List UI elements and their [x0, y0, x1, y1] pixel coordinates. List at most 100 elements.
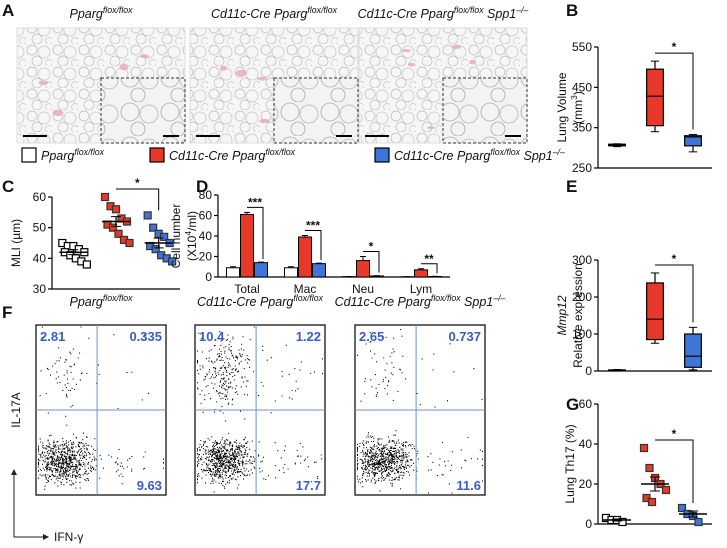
data-point [618, 517, 627, 527]
legend-label-part: Cd11c-Cre Pparg [394, 149, 490, 163]
x-axis-label: IFN-γ [54, 530, 83, 544]
quadrant-value: 10.4 [199, 329, 225, 344]
plot-title-part: Cd11c-Cre Pparg [335, 295, 431, 309]
quadrant-value: 11.6 [456, 478, 481, 493]
legend-label-part: –/– [552, 147, 565, 157]
y-tick-label: 20 [579, 477, 593, 491]
y-tick-label: 200 [572, 290, 592, 304]
data-point [168, 257, 177, 266]
bar [356, 260, 370, 278]
bar [298, 236, 312, 278]
y-tick-label: 250 [572, 161, 592, 175]
event-dots [197, 326, 323, 493]
bar [312, 263, 326, 278]
bar [428, 275, 442, 278]
y-tick-label: 40 [33, 251, 47, 265]
tissue-stain [256, 76, 268, 81]
inset-image [100, 77, 186, 144]
plot-title-part: flox/flox [103, 293, 133, 303]
y-tick-label: 550 [572, 40, 592, 54]
image-title: Ppargflox/flox [69, 5, 133, 21]
significance-bracket [247, 206, 264, 260]
y-axis-label: Mmp12 [555, 295, 569, 335]
tissue-stain [140, 54, 149, 59]
significance-label: * [672, 252, 677, 266]
y-axis-label: (mm3) [569, 91, 585, 124]
tissue-stain [38, 80, 49, 85]
data-point [647, 497, 657, 507]
tissue-stain [235, 69, 248, 77]
panel-letter: G [566, 395, 579, 414]
quadrant-value: 2.65 [359, 329, 384, 344]
significance-label: *** [248, 195, 262, 209]
bar [226, 267, 240, 278]
panel-letter: E [566, 177, 577, 196]
x-tick-label: Lym [410, 282, 432, 296]
y-axis-label-part: /ml) [185, 211, 199, 231]
significance-bracket [363, 251, 380, 273]
box [684, 135, 702, 147]
data-point [645, 463, 654, 473]
data-point [694, 517, 703, 527]
box [646, 68, 664, 127]
legend-swatch [149, 147, 165, 163]
image-title-part: flox/flox [454, 5, 484, 15]
y-axis-label-part: 4 [183, 231, 193, 236]
legend-label-part: flox/flox [490, 147, 520, 157]
significance-label: *** [306, 218, 320, 232]
significance-bracket [655, 439, 694, 503]
event-dots [38, 326, 164, 490]
tissue-stain [219, 65, 227, 71]
plot-title-part: flox/flox [431, 293, 461, 303]
data-point [111, 205, 121, 214]
y-tick-label: 100 [572, 327, 592, 341]
inset-image [442, 77, 528, 144]
quadrant-value: 0.335 [129, 329, 162, 344]
quadrant-value: 2.81 [40, 329, 65, 344]
panel-letter: C [2, 177, 14, 196]
legend-label-part: flox/flox [74, 147, 104, 157]
quadrant-value: 0.737 [448, 329, 481, 344]
significance-bracket [305, 229, 322, 261]
inset-image [273, 77, 359, 144]
y-axis-label: IL-17A [9, 392, 23, 427]
y-tick-label: 60 [579, 397, 593, 411]
data-point [125, 238, 134, 248]
y-axis-label: Lung Volume [555, 72, 569, 142]
tissue-stain [119, 63, 129, 71]
y-axis-label-part: Mmp12 [555, 295, 569, 335]
y-tick-label: 60 [199, 209, 213, 223]
significance-bracket [421, 263, 438, 274]
image-title: Cd11c-Cre Ppargflox/flox Spp1–/– [358, 5, 529, 21]
quadrant-value: 17.7 [296, 478, 321, 493]
data-point [143, 211, 152, 220]
significance-label: * [369, 240, 374, 254]
legend-swatch [21, 147, 37, 163]
box [684, 333, 702, 368]
tissue-stain [401, 49, 411, 53]
x-tick-label: Total [234, 282, 259, 296]
legend-swatch [374, 147, 390, 163]
data-point [114, 229, 123, 238]
significance-bracket [655, 52, 694, 130]
image-title-part: Spp1 [484, 7, 517, 21]
legend-label: Cd11c-Cre Ppargflox/flox Spp1–/– [394, 147, 565, 163]
data-point [151, 245, 160, 254]
data-point [108, 223, 118, 232]
y-tick-label: 60 [33, 190, 47, 204]
image-title-part: Pparg [69, 7, 102, 21]
legend-label-part: Pparg [41, 149, 74, 163]
data-point [677, 503, 687, 513]
legend-label: Cd11c-Cre Ppargflox/flox [169, 147, 296, 163]
panel-letter: A [2, 1, 14, 20]
image-title: Cd11c-Cre Ppargflox/flox [211, 5, 338, 21]
plot-title-part: –/– [492, 293, 505, 303]
y-axis-label: Lung Th17 (%) [563, 424, 577, 503]
bar [284, 267, 298, 278]
box [646, 282, 664, 341]
data-point [100, 192, 110, 202]
axis-arrow [13, 520, 49, 540]
y-tick-label: 350 [572, 121, 592, 135]
